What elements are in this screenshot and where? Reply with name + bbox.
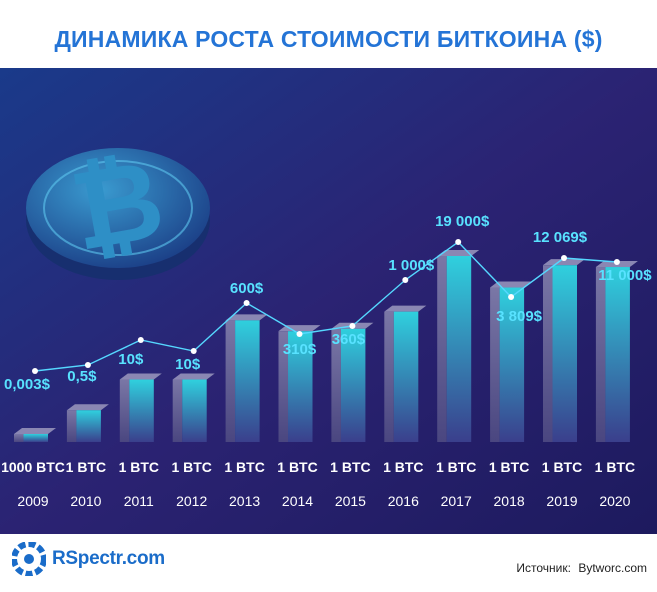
btc-label: 1 BTC bbox=[489, 459, 529, 475]
x-tick-label: 2020 bbox=[599, 493, 630, 509]
btc-label: 1000 BTC bbox=[1, 459, 65, 475]
bar bbox=[437, 250, 480, 442]
btc-label: 1 BTC bbox=[595, 459, 635, 475]
logo[interactable]: RSpectr.com bbox=[12, 542, 165, 576]
bitcoin-coin-icon: ₿ bbox=[26, 134, 210, 280]
data-point bbox=[561, 255, 567, 261]
price-label: 1 000$ bbox=[388, 257, 435, 274]
bar bbox=[172, 373, 215, 442]
data-point bbox=[349, 323, 356, 329]
btc-label: 1 BTC bbox=[277, 459, 317, 475]
btc-label: 1 BTC bbox=[542, 459, 582, 475]
price-label: 0,003$ bbox=[4, 376, 51, 393]
bar bbox=[14, 428, 56, 442]
x-tick-label: 2011 bbox=[124, 493, 154, 509]
price-line bbox=[34, 241, 617, 372]
bar bbox=[595, 261, 638, 442]
data-point bbox=[613, 259, 620, 265]
source-label: Источник: bbox=[516, 561, 571, 575]
chart-title: ДИНАМИКА РОСТА СТОИМОСТИ БИТКОИНА ($) bbox=[54, 26, 603, 52]
x-tick-label: 2012 bbox=[176, 493, 207, 509]
price-label: 10$ bbox=[175, 356, 201, 373]
btc-label: 1 BTC bbox=[383, 459, 423, 475]
x-tick-label: 2009 bbox=[17, 493, 48, 509]
btc-label: 1 BTC bbox=[171, 459, 211, 475]
source-note: Источник: Bytworc.com bbox=[512, 561, 647, 575]
bar bbox=[278, 325, 321, 442]
data-point bbox=[455, 239, 462, 245]
price-label: 3 809$ bbox=[496, 308, 543, 325]
price-label: 310$ bbox=[283, 341, 317, 358]
bar bbox=[384, 305, 427, 442]
x-tick-label: 2010 bbox=[70, 493, 101, 509]
price-label: 600$ bbox=[230, 280, 264, 297]
data-point bbox=[190, 348, 197, 354]
x-tick-label: 2014 bbox=[282, 493, 313, 509]
logo-text: RSpectr.com bbox=[52, 548, 165, 569]
price-label: 11 000$ bbox=[598, 267, 652, 284]
x-tick-label: 2018 bbox=[494, 493, 525, 509]
btc-label: 1 BTC bbox=[436, 459, 476, 475]
price-label: 12 069$ bbox=[533, 229, 588, 246]
data-point bbox=[508, 294, 515, 300]
price-label: 0,5$ bbox=[67, 368, 97, 385]
btc-label: 1 BTC bbox=[330, 459, 370, 475]
x-tick-label: 2019 bbox=[546, 493, 577, 509]
price-label: 10$ bbox=[118, 351, 144, 368]
svg-text:₿: ₿ bbox=[62, 134, 173, 276]
chart-area: ₿ 0,003$ 0,5$ 10$ 10$ 600$ 310$ 360$ 1 000$ 19 0… bbox=[0, 68, 657, 534]
data-point bbox=[296, 331, 303, 337]
logo-icon bbox=[12, 542, 46, 576]
bar bbox=[66, 404, 109, 442]
data-point bbox=[402, 277, 409, 283]
price-label: 19 000$ bbox=[435, 213, 490, 230]
source-value: Bytworc.com bbox=[578, 561, 647, 575]
data-point bbox=[32, 368, 38, 374]
x-tick-label: 2016 bbox=[388, 493, 419, 509]
data-point bbox=[137, 337, 144, 343]
btc-label: 1 BTC bbox=[119, 459, 159, 475]
x-tick-label: 2015 bbox=[335, 493, 366, 509]
x-tick-label: 2013 bbox=[229, 493, 260, 509]
btc-label: 1 BTC bbox=[66, 459, 106, 475]
bar bbox=[225, 314, 268, 442]
bar bbox=[490, 281, 533, 442]
btc-label: 1 BTC bbox=[224, 459, 264, 475]
data-point bbox=[243, 300, 250, 306]
bar bbox=[543, 259, 585, 442]
x-tick-label: 2017 bbox=[441, 493, 472, 509]
bar bbox=[119, 373, 162, 442]
price-label: 360$ bbox=[332, 331, 366, 348]
data-point bbox=[84, 362, 91, 368]
